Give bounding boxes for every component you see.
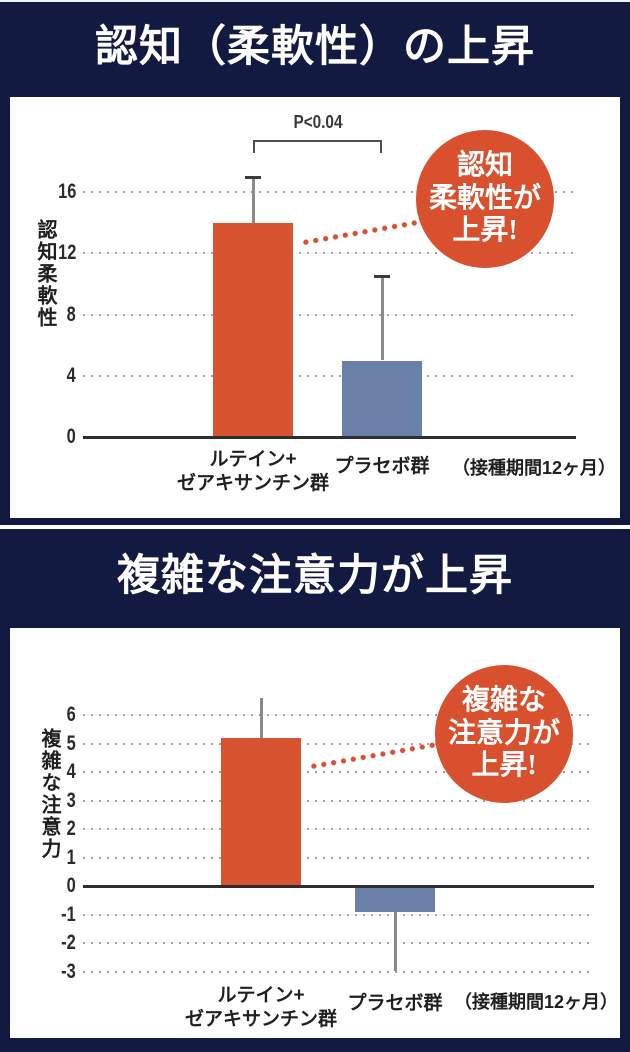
data-bar-placebo [342,360,422,437]
section-1-title: 認知（柔軟性）の上昇 [95,24,535,71]
error-bar [393,911,397,972]
y-tick-value: -1 [61,902,76,926]
gridline-y12 [83,252,576,255]
gridline-y5 [83,742,594,745]
chart-2-panel: 複雑な注意力 複雑な 注意力が 上昇! （接種期間12ヶ月） -3 -2 -1 0 1 2… [10,628,620,1038]
error-bar [259,697,263,738]
y-tick-value: -3 [61,959,76,983]
y-tick-label: -1 [10,903,76,927]
x-axis-label-line: プラセボ群 [334,456,430,477]
significance-text: P<0.04 [293,112,343,132]
x-axis-label: プラセボ群 [347,992,442,1016]
chart-1-panel: 認知柔軟性 P<0.04 認知 柔軟性が 上昇! （接種期間12ヶ月） 0 4 8 1… [10,97,620,518]
data-bar-lutein-zeaxanthin [221,737,301,886]
y-tick-value: 8 [66,302,76,326]
callout-badge: 認知 柔軟性が 上昇! [416,130,554,268]
y-tick-value: 5 [66,731,76,755]
y-tick-value: 4 [66,760,76,783]
y-tick-label: 4 [10,364,76,388]
significance-label: P<0.04 [289,112,347,133]
y-tick-value: 16 [57,180,76,204]
top-border-line [0,0,630,2]
y-tick-label: 12 [10,241,76,265]
gridline-y4 [83,374,576,377]
y-tick-label: 16 [10,180,76,204]
y-tick-value: 1 [66,845,76,869]
significance-bracket [253,140,382,153]
callout-line: 柔軟性が [428,182,541,214]
intake-period-note: （接種期間12ヶ月） [454,992,619,1012]
y-axis-title: 複雑な注意力 [38,728,60,860]
y-tick-value: 6 [66,703,76,726]
error-bar [380,276,384,361]
y-tick-label: 3 [10,789,76,813]
y-tick-value: 3 [66,788,76,812]
y-tick-value: 12 [57,241,76,265]
x-axis-baseline [83,436,576,439]
gridline-y4 [83,771,594,773]
y-tick-value: 4 [66,363,76,387]
x-axis-label-line: プラセボ群 [347,993,443,1014]
gridline-y2 [83,828,594,830]
x-axis-label-line: ゼアキサンチン群 [184,1008,338,1030]
x-axis-baseline [83,885,594,888]
x-axis-label-line: ルテイン+ [217,985,305,1006]
y-tick-label: 0 [10,874,76,898]
gridline-y16 [83,191,576,194]
intake-period-note: （接種期間12ヶ月） [452,458,617,478]
y-tick-label: -2 [10,931,76,955]
gridline-y-1 [83,913,594,916]
callout-line: 上昇! [471,750,537,782]
y-tick-label: 4 [10,760,76,784]
y-tick-label: 0 [10,425,76,449]
y-tick-value: 0 [66,874,76,897]
callout-line: 上昇! [452,215,518,247]
y-tick-label: -3 [10,960,76,984]
y-tick-value: 2 [66,817,76,840]
gridline-y6 [83,714,594,716]
y-tick-label: 1 [10,846,76,870]
leader-dots [300,218,422,246]
data-bar-lutein-zeaxanthin [213,222,293,437]
error-bar [251,176,255,223]
leader-dots [308,741,436,770]
callout-badge: 複雑な 注意力が 上昇! [435,665,573,803]
x-axis-label: ルテイン+ ゼアキサンチン群 [185,984,337,1031]
gridline-y8 [83,313,576,316]
error-bar-cap [374,275,390,279]
cognitive-flexibility-chart: 認知柔軟性 P<0.04 認知 柔軟性が 上昇! （接種期間12ヶ月） 0 4 8 1… [10,97,620,518]
error-bar-cap [245,175,261,179]
complex-attention-chart: 複雑な注意力 複雑な 注意力が 上昇! （接種期間12ヶ月） -3 -2 -1 0 1 2… [10,628,620,1038]
callout-line: 注意力が [447,717,560,749]
y-tick-value: 0 [66,425,76,448]
section-divider [0,525,630,529]
y-tick-label: 5 [10,732,76,756]
gridline-y-2 [83,942,594,944]
gridline-y-3 [83,970,594,973]
data-bar-placebo [355,886,435,912]
x-axis-label: ルテイン+ ゼアキサンチン群 [177,448,329,495]
x-axis-label-line: ルテイン+ [209,449,297,470]
x-axis-label: プラセボ群 [334,455,429,479]
y-tick-value: -2 [61,931,76,954]
y-axis-title: 認知柔軟性 [34,219,56,329]
gridline-y1 [83,856,594,859]
y-tick-label: 6 [10,703,76,727]
gridline-y3 [83,799,594,802]
callout-line: 認知 [456,150,513,182]
y-tick-label: 2 [10,817,76,841]
y-tick-label: 8 [10,303,76,327]
x-axis-label-line: ゼアキサンチン群 [176,472,330,494]
callout-line: 複雑な [461,685,546,717]
section-2-title: 複雑な注意力が上昇 [117,553,513,600]
